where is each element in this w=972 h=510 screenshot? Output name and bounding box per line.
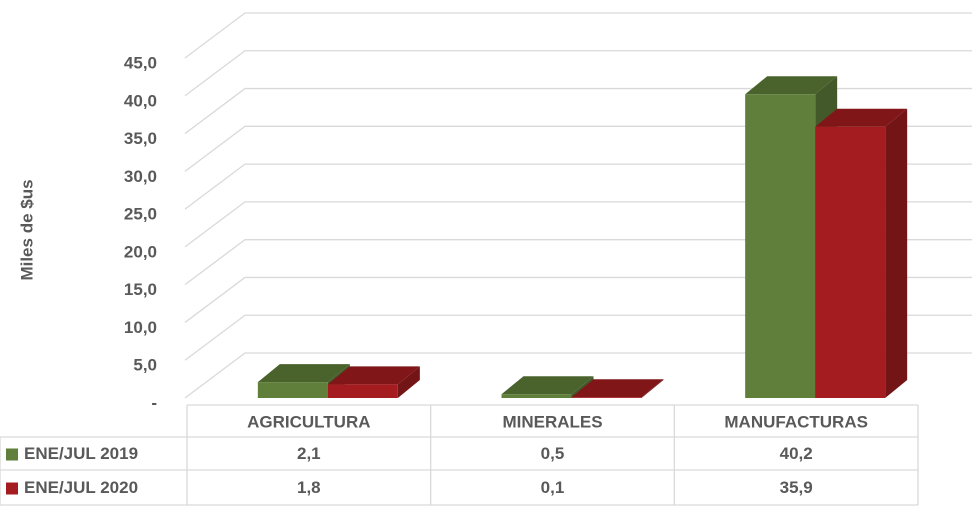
y-tick-label: 25,0 — [124, 205, 157, 224]
grid-line — [184, 239, 972, 286]
y-tick-label: 40,0 — [124, 91, 157, 110]
bar — [815, 126, 886, 398]
data-label: 2,1 — [297, 444, 321, 463]
legend-swatch — [6, 448, 18, 461]
grid-line — [184, 163, 972, 210]
bar-top — [815, 108, 908, 127]
bar-top — [745, 76, 838, 95]
data-label: 0,1 — [541, 478, 565, 497]
bar-side — [397, 366, 420, 398]
legend-label: ENE/JUL 2019 — [24, 444, 138, 463]
bar — [257, 382, 328, 398]
bar-top — [571, 379, 664, 398]
bar-top — [327, 366, 420, 385]
y-tick-label: 20,0 — [124, 242, 157, 261]
y-tick-label: 45,0 — [124, 53, 157, 72]
y-tick-label: 10,0 — [124, 318, 157, 337]
legend-label: ENE/JUL 2020 — [24, 478, 138, 497]
bar-top — [257, 364, 350, 383]
x-tick-label: MANUFACTURAS — [724, 412, 868, 431]
data-label: 40,2 — [780, 444, 813, 463]
grid-line — [184, 125, 972, 172]
y-tick-label: 35,0 — [124, 129, 157, 148]
bar-side — [641, 379, 664, 398]
grid-line — [184, 50, 972, 97]
bar — [327, 384, 398, 398]
legend-swatch — [6, 482, 18, 495]
bar — [571, 397, 642, 398]
y-axis-title: Miles de $us — [17, 179, 36, 280]
y-tick-label: 30,0 — [124, 167, 157, 186]
data-label: 1,8 — [297, 478, 321, 497]
data-label: 35,9 — [780, 478, 813, 497]
y-tick-label: 5,0 — [133, 356, 157, 375]
data-label: 0,5 — [541, 444, 565, 463]
bar-side — [571, 376, 594, 398]
grid-line — [184, 314, 972, 361]
bar — [745, 94, 816, 399]
grid-line — [184, 201, 972, 248]
bar — [501, 394, 572, 398]
grid-line — [184, 87, 972, 135]
y-tick-label: - — [151, 393, 157, 412]
grid-line — [184, 276, 972, 323]
y-tick-label: 15,0 — [124, 280, 157, 299]
x-tick-label: AGRICULTURA — [247, 412, 370, 431]
bar-top — [501, 376, 594, 395]
grid-line — [184, 12, 972, 59]
x-tick-label: MINERALES — [502, 412, 602, 431]
grid-line — [184, 352, 972, 399]
bar-side — [885, 108, 908, 398]
